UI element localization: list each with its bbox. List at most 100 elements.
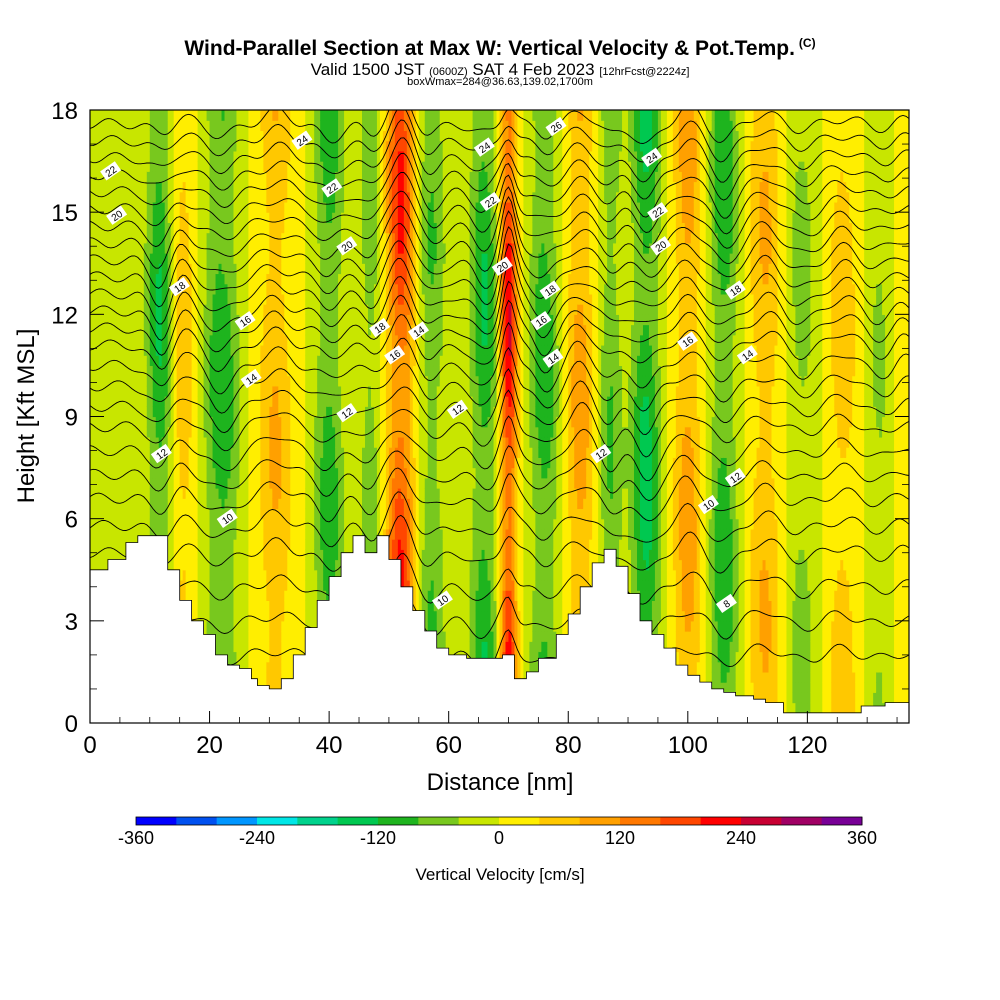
w-cell <box>158 293 163 305</box>
w-cell <box>308 201 312 213</box>
w-cell <box>281 273 285 285</box>
w-cell <box>149 426 154 438</box>
w-cell <box>149 498 154 510</box>
w-cell <box>302 171 306 183</box>
w-cell <box>290 344 294 356</box>
w-cell <box>140 426 145 438</box>
w-cell <box>326 539 330 550</box>
w-cell <box>245 242 250 254</box>
w-cell <box>206 181 211 193</box>
w-cell <box>104 283 109 295</box>
w-cell <box>326 201 330 213</box>
w-cell <box>140 150 145 162</box>
w-cell <box>305 436 309 448</box>
w-cell <box>224 263 229 275</box>
w-cell <box>272 161 276 172</box>
w-cell <box>221 365 226 377</box>
w-cell <box>323 222 327 234</box>
w-cell <box>218 130 223 142</box>
w-cell <box>236 161 241 172</box>
w-cell <box>314 191 318 203</box>
w-cell <box>104 396 109 407</box>
w-cell <box>206 263 211 275</box>
w-cell <box>128 283 133 295</box>
w-cell <box>275 181 279 193</box>
w-cell <box>146 263 151 275</box>
w-cell <box>188 161 193 172</box>
w-cell <box>134 385 139 397</box>
w-cell <box>212 436 217 448</box>
w-cell <box>305 314 309 326</box>
w-cell <box>248 263 253 275</box>
w-cell <box>269 232 273 244</box>
w-cell <box>185 447 190 458</box>
w-cell <box>290 324 294 336</box>
w-cell <box>320 396 324 407</box>
w-cell <box>98 232 103 244</box>
w-cell <box>146 161 151 172</box>
w-cell <box>119 161 124 172</box>
w-cell <box>269 375 273 387</box>
w-cell <box>203 375 208 387</box>
w-cell <box>230 130 235 142</box>
w-cell <box>197 365 202 377</box>
w-cell <box>188 498 193 510</box>
w-cell <box>245 661 250 673</box>
w-cell <box>158 488 163 499</box>
w-cell <box>185 457 190 469</box>
w-cell <box>218 171 223 183</box>
w-cell <box>113 396 118 407</box>
w-cell <box>161 191 166 203</box>
w-cell <box>104 324 109 336</box>
w-cell <box>230 539 235 550</box>
w-cell <box>233 396 238 407</box>
w-cell <box>98 375 103 387</box>
w-cell <box>290 416 294 428</box>
w-cell <box>311 447 315 458</box>
w-cell <box>245 110 250 121</box>
w-cell <box>323 396 327 407</box>
w-cell <box>212 600 217 612</box>
w-cell <box>170 518 175 530</box>
w-cell <box>179 263 184 275</box>
w-cell <box>161 528 166 540</box>
w-cell <box>311 467 315 479</box>
w-cell <box>116 406 121 418</box>
w-cell <box>113 539 118 550</box>
w-cell <box>164 324 169 336</box>
w-cell <box>305 324 309 336</box>
w-cell <box>155 488 160 499</box>
w-cell <box>275 661 279 673</box>
w-cell <box>257 631 261 642</box>
w-cell <box>206 396 211 407</box>
w-cell <box>272 273 276 285</box>
w-cell <box>191 610 196 622</box>
w-cell <box>305 344 309 356</box>
w-cell <box>206 171 211 183</box>
w-cell <box>266 406 270 418</box>
w-cell <box>272 498 276 510</box>
w-cell <box>209 120 214 132</box>
w-cell <box>116 161 121 172</box>
w-cell <box>230 253 235 264</box>
w-cell <box>248 651 253 663</box>
w-cell <box>281 385 285 397</box>
w-cell <box>302 161 306 172</box>
w-cell <box>101 457 106 469</box>
w-cell <box>296 365 300 377</box>
w-cell <box>239 273 244 285</box>
w-cell <box>299 467 303 479</box>
w-cell <box>158 201 163 213</box>
w-cell <box>146 110 151 121</box>
w-cell <box>116 477 121 489</box>
w-cell <box>287 242 291 254</box>
w-cell <box>260 191 264 203</box>
w-cell <box>242 171 247 183</box>
w-cell <box>251 406 255 418</box>
w-cell <box>299 559 303 571</box>
w-cell <box>281 161 285 172</box>
w-cell <box>335 263 339 275</box>
w-cell <box>143 467 148 479</box>
w-cell <box>131 528 136 540</box>
w-cell <box>197 161 202 172</box>
